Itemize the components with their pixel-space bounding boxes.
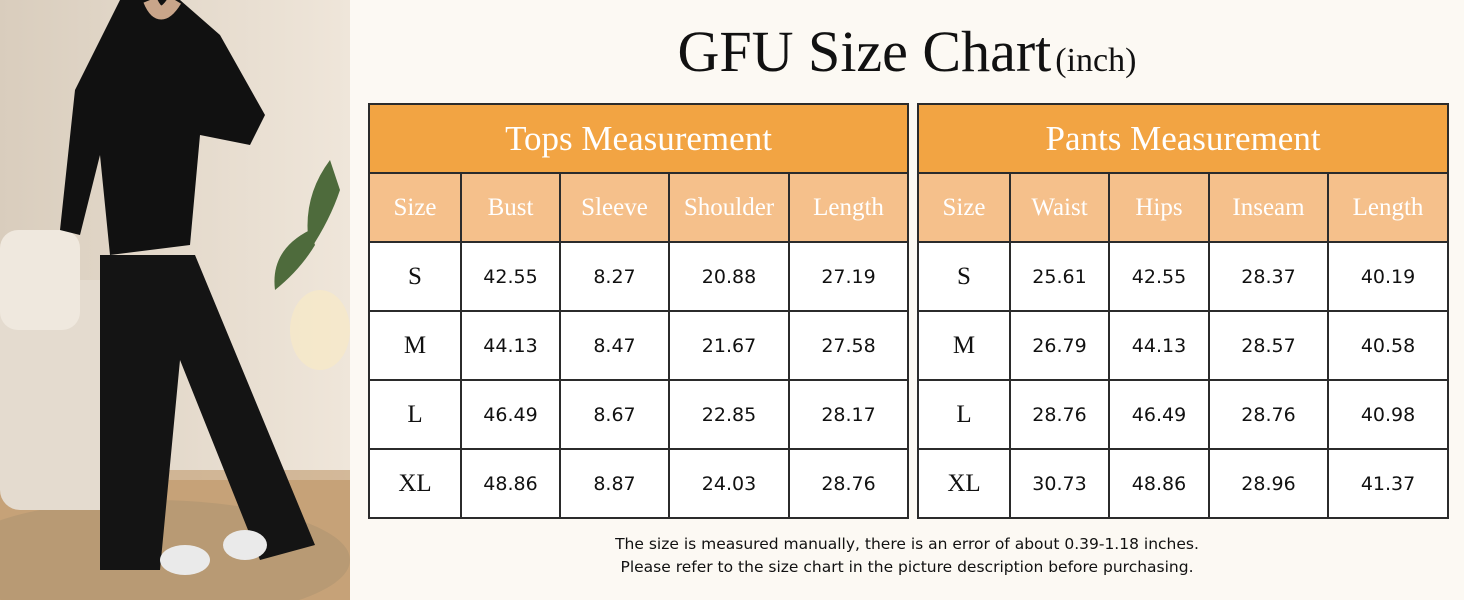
data-row: M 44.13 8.47 21.67 27.58 bbox=[368, 310, 910, 381]
column-header: Inseam bbox=[1208, 172, 1329, 243]
size-label: M bbox=[917, 310, 1011, 381]
size-label: S bbox=[368, 241, 462, 312]
data-row: S 25.61 42.55 28.37 40.19 bbox=[917, 241, 1450, 312]
measurement: 28.96 bbox=[1208, 448, 1329, 519]
data-row: L 28.76 46.49 28.76 40.98 bbox=[917, 379, 1450, 450]
title-row: Tops Measurement bbox=[367, 103, 910, 174]
measurement: 44.13 bbox=[1108, 310, 1210, 381]
measurement: 42.55 bbox=[460, 241, 561, 312]
size-label: S bbox=[917, 241, 1011, 312]
measurement: 20.88 bbox=[668, 241, 790, 312]
title-row: Pants Measurement bbox=[916, 103, 1450, 174]
column-header: Hips bbox=[1108, 172, 1210, 243]
measurement: 28.76 bbox=[787, 448, 910, 519]
column-header: Length bbox=[787, 172, 910, 243]
measurement: 48.86 bbox=[460, 448, 561, 519]
measurement: 28.57 bbox=[1208, 310, 1329, 381]
measurement: 41.37 bbox=[1326, 448, 1450, 519]
measurement: 8.47 bbox=[559, 310, 670, 381]
measurement: 30.73 bbox=[1009, 448, 1110, 519]
measurement: 44.13 bbox=[460, 310, 561, 381]
column-header: Waist bbox=[1009, 172, 1110, 243]
header-row: Size Bust Sleeve Shoulder Length bbox=[368, 172, 910, 243]
measurement: 28.17 bbox=[787, 379, 910, 450]
column-header: Shoulder bbox=[668, 172, 790, 243]
measurement: 40.98 bbox=[1326, 379, 1450, 450]
column-header: Size bbox=[368, 172, 462, 243]
measurement: 28.37 bbox=[1208, 241, 1329, 312]
note: Please refer to the size chart in the pi… bbox=[620, 558, 1194, 576]
data-row: XL 48.86 8.87 24.03 28.76 bbox=[368, 448, 910, 519]
measurement: 42.55 bbox=[1108, 241, 1210, 312]
measurement: 28.76 bbox=[1208, 379, 1329, 450]
measurement: 8.67 bbox=[559, 379, 670, 450]
measurement: 46.49 bbox=[460, 379, 561, 450]
size-table: Pants Measurement Size Waist Hips Inseam Leng… bbox=[916, 103, 1450, 519]
measurement: 40.19 bbox=[1326, 241, 1450, 312]
title-main: GFU Size Chart bbox=[677, 19, 1052, 84]
data-row: S 42.55 8.27 20.88 27.19 bbox=[368, 241, 910, 312]
column-header: Sleeve bbox=[559, 172, 670, 243]
measurement: 25.61 bbox=[1009, 241, 1110, 312]
measurement: 26.79 bbox=[1009, 310, 1110, 381]
measurement: 27.58 bbox=[787, 310, 910, 381]
size-table: Tops Measurement Size Bust Sleeve Shoulder Le… bbox=[367, 103, 910, 519]
table-title: Tops Measurement bbox=[367, 103, 910, 174]
measurement: 21.67 bbox=[668, 310, 790, 381]
data-row: XL 30.73 48.86 28.96 41.37 bbox=[917, 448, 1450, 519]
size-label: XL bbox=[917, 448, 1011, 519]
column-header: Length bbox=[1326, 172, 1450, 243]
column-header: Size bbox=[917, 172, 1011, 243]
measurement: 8.87 bbox=[559, 448, 670, 519]
measurement: 48.86 bbox=[1108, 448, 1210, 519]
notes: The size is measured manually, there is … bbox=[360, 533, 1454, 579]
measurement: 24.03 bbox=[668, 448, 790, 519]
measurement: 46.49 bbox=[1108, 379, 1210, 450]
measurement: 22.85 bbox=[668, 379, 790, 450]
title: GFU Size Chart (inch) bbox=[360, 18, 1454, 85]
column-header: Bust bbox=[460, 172, 561, 243]
measurement: 40.58 bbox=[1326, 310, 1450, 381]
product-photo bbox=[0, 0, 350, 600]
header-row: Size Waist Hips Inseam Length bbox=[917, 172, 1450, 243]
data-row: L 46.49 8.67 22.85 28.17 bbox=[368, 379, 910, 450]
data-row: M 26.79 44.13 28.57 40.58 bbox=[917, 310, 1450, 381]
measurement: 27.19 bbox=[787, 241, 910, 312]
size-label: M bbox=[368, 310, 462, 381]
table-title: Pants Measurement bbox=[916, 103, 1450, 174]
measurement: 28.76 bbox=[1009, 379, 1110, 450]
measurement: 8.27 bbox=[559, 241, 670, 312]
size-label: L bbox=[368, 379, 462, 450]
size-label: L bbox=[917, 379, 1011, 450]
title-unit: (inch) bbox=[1055, 42, 1137, 79]
size-label: XL bbox=[368, 448, 462, 519]
note: The size is measured manually, there is … bbox=[615, 535, 1199, 553]
